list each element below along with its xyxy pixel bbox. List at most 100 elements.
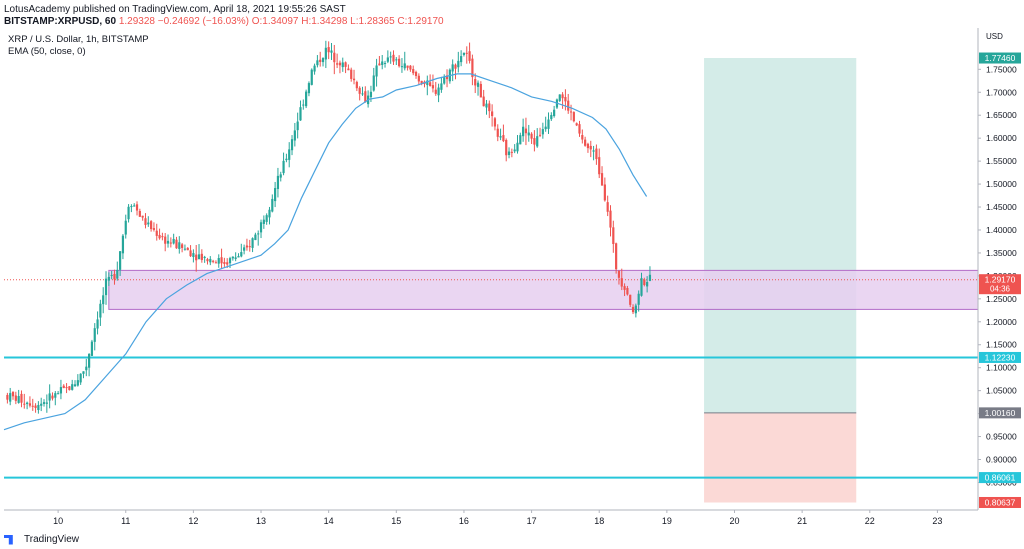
currency-label: USD bbox=[986, 32, 1003, 41]
candle bbox=[127, 204, 130, 223]
candle-body bbox=[195, 254, 198, 261]
candle-body bbox=[285, 158, 288, 161]
candle-body bbox=[96, 319, 99, 329]
candle-body bbox=[93, 328, 96, 342]
price-label-text: 0.80637 bbox=[985, 497, 1016, 507]
candle bbox=[392, 50, 395, 65]
candle bbox=[592, 145, 595, 161]
candle-body bbox=[440, 83, 443, 90]
candle bbox=[603, 177, 606, 202]
candle bbox=[434, 81, 437, 96]
candle-body bbox=[228, 258, 232, 264]
candle bbox=[248, 239, 251, 252]
candle-body bbox=[510, 151, 513, 153]
candle-body bbox=[623, 286, 626, 290]
symbol-label: BITSTAMP:XRPUSD, 60 bbox=[4, 16, 117, 27]
candle bbox=[189, 245, 192, 257]
candle-body bbox=[169, 242, 172, 244]
candle-body bbox=[183, 248, 187, 250]
candle-body bbox=[282, 160, 285, 174]
candle bbox=[203, 255, 206, 263]
candle-body bbox=[276, 175, 280, 189]
candle-body bbox=[350, 69, 353, 79]
candle bbox=[102, 287, 105, 314]
candle bbox=[31, 398, 34, 411]
candle-body bbox=[243, 247, 246, 251]
candle-body bbox=[502, 135, 505, 142]
candle-body bbox=[592, 150, 595, 152]
candle bbox=[121, 234, 125, 260]
candle bbox=[96, 311, 99, 335]
candle-body bbox=[538, 134, 542, 136]
candle-body bbox=[302, 104, 305, 106]
candle bbox=[124, 214, 127, 239]
x-tick-label: 13 bbox=[256, 516, 266, 526]
candle bbox=[355, 80, 358, 92]
candle-body bbox=[586, 143, 590, 149]
candle-body bbox=[341, 62, 344, 68]
y-tick-label: 1.70000 bbox=[986, 87, 1017, 97]
candle bbox=[245, 238, 249, 251]
candle-body bbox=[493, 118, 497, 127]
candle-body bbox=[609, 210, 612, 228]
candle bbox=[155, 223, 158, 241]
x-tick-label: 14 bbox=[324, 516, 334, 526]
candle-body bbox=[164, 236, 167, 244]
candle bbox=[192, 249, 195, 263]
candle-body bbox=[499, 136, 502, 138]
brand-label: TradingView bbox=[24, 534, 80, 545]
candle-body bbox=[330, 50, 333, 53]
price-label-text: 1.77460 bbox=[985, 53, 1016, 63]
candle-body bbox=[375, 65, 378, 77]
candle-body bbox=[569, 111, 573, 113]
candle-body bbox=[217, 258, 220, 264]
candle-body bbox=[462, 52, 466, 55]
candle bbox=[640, 272, 643, 297]
candle bbox=[536, 128, 539, 148]
candle-body bbox=[310, 69, 313, 85]
price-label-box bbox=[979, 52, 1021, 64]
candle bbox=[321, 57, 325, 67]
candle bbox=[313, 63, 316, 75]
candle-body bbox=[547, 119, 550, 129]
candle-body bbox=[578, 124, 581, 134]
candle bbox=[524, 117, 528, 146]
candle bbox=[290, 135, 294, 156]
ohlc-values: O:1.34097 H:1.34298 L:1.28365 C:1.29170 bbox=[251, 16, 444, 27]
ema-line-layer bbox=[3, 73, 648, 431]
candle bbox=[519, 132, 522, 145]
legend-indicator[interactable]: EMA (50, close, 0) bbox=[8, 46, 86, 57]
candle-body bbox=[152, 228, 156, 230]
candle bbox=[333, 44, 336, 75]
candle-body bbox=[603, 184, 606, 201]
candle-body bbox=[550, 115, 553, 120]
candle bbox=[516, 135, 519, 154]
candle-body bbox=[197, 254, 201, 260]
candle-body bbox=[73, 384, 77, 387]
candle-body bbox=[355, 81, 358, 89]
candle bbox=[617, 270, 621, 285]
candle-body bbox=[420, 80, 423, 84]
candle-body bbox=[141, 215, 144, 218]
candle bbox=[389, 51, 392, 64]
candle bbox=[538, 127, 542, 138]
candle-body bbox=[28, 403, 32, 406]
candle-body bbox=[124, 220, 127, 235]
candle bbox=[158, 228, 161, 240]
legend-title: XRP / U.S. Dollar, 1h, BITSTAMP bbox=[8, 34, 149, 45]
candle-body bbox=[212, 260, 215, 262]
y-tick-label: 1.40000 bbox=[986, 225, 1017, 235]
candle-body bbox=[189, 250, 192, 257]
candle-body bbox=[516, 142, 519, 152]
candle-body bbox=[192, 253, 195, 258]
candle-body bbox=[296, 121, 299, 131]
candle bbox=[161, 232, 164, 241]
candle bbox=[643, 277, 646, 287]
candle bbox=[488, 100, 491, 119]
candle-body bbox=[20, 393, 23, 403]
candle-body bbox=[71, 384, 74, 390]
candle bbox=[37, 401, 40, 414]
candle-body bbox=[338, 62, 342, 66]
